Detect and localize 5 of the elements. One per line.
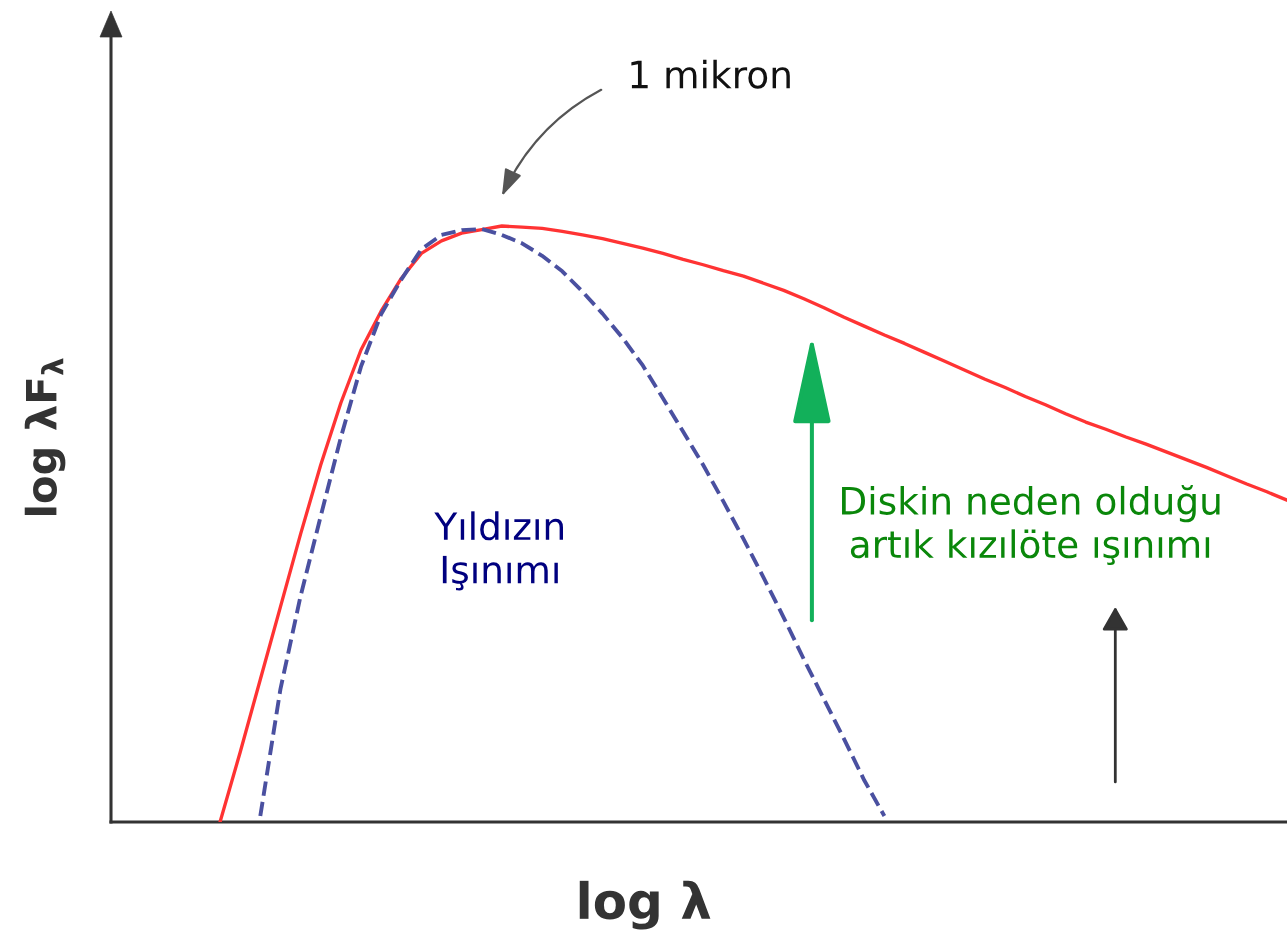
annotation: Yıldızın Işınımı bbox=[434, 511, 563, 591]
x-axis-title: log λ bbox=[579, 880, 711, 930]
text: 1 mikron bbox=[631, 59, 790, 89]
y-axis-title: log λF$_{λ}$ bbox=[24, 358, 66, 515]
annotation: Diskin neden olduğu artık kızılöte ışınımı bbox=[842, 484, 1220, 566]
